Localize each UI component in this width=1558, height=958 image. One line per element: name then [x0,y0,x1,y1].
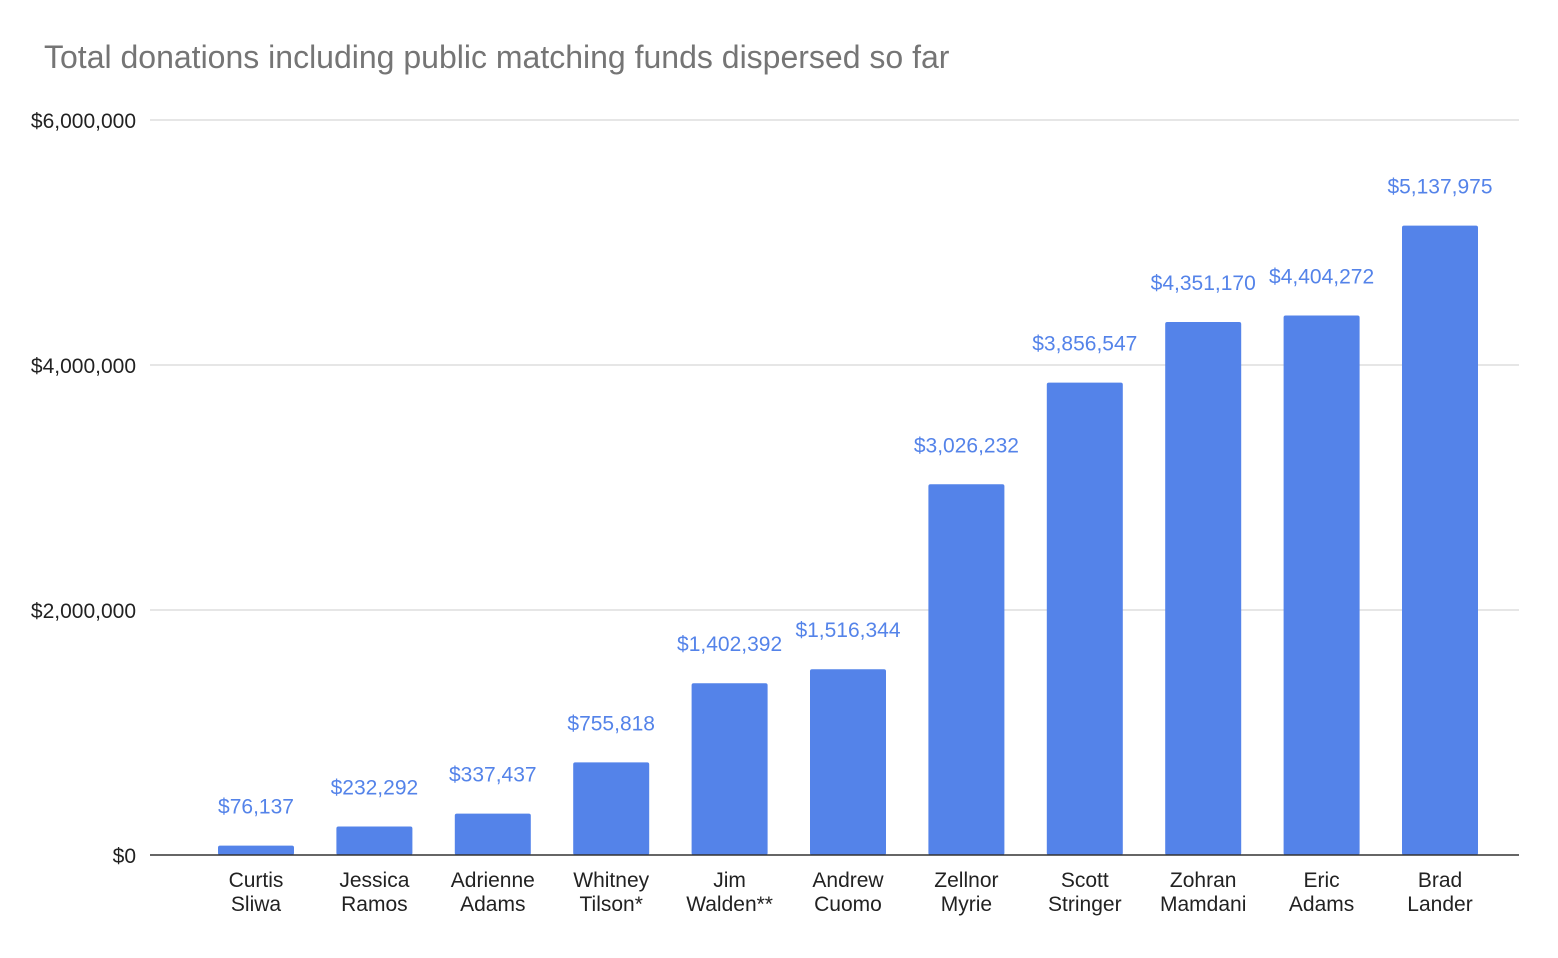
data-label: $4,404,272 [1269,265,1374,288]
y-tick-label: $2,000,000 [31,600,136,623]
bar [454,813,531,855]
data-labels: $76,137 $232,292 $337,437 $755,818 $1,402,39… [218,176,1493,819]
x-tick-label: Andrew [812,869,884,892]
data-label: $4,351,170 [1151,272,1256,295]
x-tick-label: Sliwa [231,893,282,916]
x-tick-label: Stringer [1048,893,1122,916]
x-tick-label: Mamdani [1160,893,1246,916]
x-tick-label: Jim [713,869,746,892]
bar [336,826,413,855]
x-tick-label: Cuomo [814,893,882,916]
x-tick-label: Zellnor [934,869,998,892]
y-tick-label: $4,000,000 [31,355,136,378]
data-label: $3,026,232 [914,434,1019,457]
bar [573,762,650,855]
bar [1283,315,1360,855]
bar [218,845,294,855]
y-tick-label: $0 [113,845,136,868]
x-tick-label: Eric [1304,869,1340,892]
x-tick-label: Ramos [341,893,408,916]
y-axis-ticks: $0 $2,000,000 $4,000,000 $6,000,000 [31,110,136,868]
data-label: $1,516,344 [795,619,900,642]
bars [218,225,1478,855]
data-label: $5,137,975 [1387,176,1492,199]
bar [1165,321,1242,855]
x-tick-label: Adrienne [451,869,535,892]
bar [691,683,768,855]
data-label: $755,818 [567,712,655,735]
bar [1402,225,1478,855]
bar [928,484,1005,855]
x-tick-label: Lander [1407,893,1472,916]
x-tick-label: Adams [1289,893,1354,916]
x-tick-label: Brad [1418,869,1462,892]
bar [1046,382,1123,855]
x-tick-label: Curtis [229,869,284,892]
data-label: $232,292 [331,777,419,800]
x-axis-ticks: CurtisSliwaJessicaRamosAdrienneAdamsWhit… [229,869,1473,916]
x-tick-label: Adams [460,893,525,916]
y-tick-label: $6,000,000 [31,110,136,133]
x-tick-label: Tilson* [579,893,642,916]
x-tick-label: Jessica [339,869,409,892]
data-label: $1,402,392 [677,633,782,656]
x-tick-label: Whitney [573,869,649,892]
x-tick-label: Myrie [941,893,992,916]
bar [810,669,886,855]
chart-title: Total donations including public matchin… [44,39,950,75]
data-label: $337,437 [449,764,537,787]
x-tick-label: Walden** [686,893,773,916]
x-tick-label: Scott [1061,869,1109,892]
x-tick-label: Zohran [1170,869,1237,892]
data-label: $3,856,547 [1032,333,1137,356]
data-label: $76,137 [218,796,294,819]
